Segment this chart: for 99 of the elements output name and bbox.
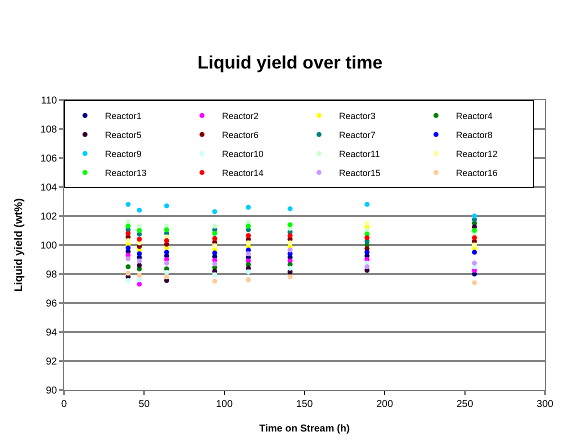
y-tick-label: 96 (46, 298, 58, 310)
point (288, 206, 293, 212)
legend-label: Reactor9 (105, 149, 142, 160)
y-tick-label: 108 (40, 124, 58, 136)
y-tick-label: 90 (46, 386, 58, 396)
x-tick-label: 200 (376, 399, 394, 410)
x-tick-label: 50 (138, 399, 150, 410)
point (136, 277, 142, 282)
point (136, 262, 142, 268)
point (288, 240, 293, 246)
point (364, 235, 370, 240)
point (472, 280, 477, 286)
point (288, 233, 293, 238)
point (136, 251, 142, 256)
point (126, 224, 131, 229)
legend-label: Reactor5 (105, 130, 142, 140)
point (136, 236, 142, 242)
legend-label: Reactor4 (456, 111, 493, 122)
x-tick-label: 300 (536, 399, 554, 410)
chart-title: Liquid yield over time (197, 52, 383, 73)
legend-label: Reactor10 (222, 149, 264, 160)
point (212, 236, 218, 241)
x-tick-label: 250 (456, 399, 474, 410)
x-tick-label: 100 (216, 399, 234, 410)
point (164, 203, 170, 208)
legend-label: Reactor3 (339, 111, 376, 122)
point (136, 272, 142, 278)
legend-label: Reactor11 (339, 149, 380, 160)
point (126, 256, 131, 262)
legend-label: Reactor13 (105, 168, 147, 178)
point (164, 238, 170, 244)
legend-label: Reactor7 (339, 130, 376, 140)
point (164, 250, 170, 255)
point (364, 202, 370, 207)
x-tick-label: 150 (296, 399, 314, 410)
point (126, 245, 131, 250)
point (212, 230, 218, 236)
point (246, 277, 251, 282)
point (288, 274, 293, 280)
y-tick-label: 102 (40, 212, 58, 222)
point (246, 240, 251, 246)
point (126, 230, 131, 236)
y-tick-label: 92 (46, 356, 58, 368)
point (288, 266, 293, 271)
legend-label: Reactor8 (456, 130, 493, 140)
point (126, 219, 131, 224)
point (126, 278, 131, 284)
y-tick-label: 110 (41, 96, 58, 106)
point (212, 278, 218, 284)
y-tick-label: 94 (46, 328, 58, 338)
point (246, 233, 251, 238)
point (364, 250, 370, 255)
point (126, 202, 131, 207)
legend-label: Reactor12 (456, 149, 498, 160)
point (212, 224, 218, 229)
point (126, 238, 131, 244)
point (472, 250, 477, 255)
y-tick-label: 106 (40, 154, 58, 164)
point (212, 250, 218, 256)
point (364, 220, 370, 226)
point (136, 258, 142, 264)
point (288, 222, 293, 228)
legend-label: Reactor14 (222, 168, 264, 178)
point (472, 228, 477, 233)
point (136, 224, 142, 229)
y-tick-label: 100 (40, 240, 58, 252)
legend-label: Reactor16 (456, 168, 498, 178)
point (472, 235, 477, 240)
point (164, 227, 170, 232)
point (164, 274, 170, 280)
point (246, 224, 251, 229)
legend-label: Reactor6 (222, 130, 259, 140)
legend-label: Reactor1 (105, 111, 142, 122)
point (246, 251, 251, 256)
point (212, 243, 218, 248)
y-tick-label: 98 (46, 270, 58, 280)
point (472, 260, 477, 266)
point (212, 261, 218, 266)
point (126, 264, 131, 270)
point (136, 228, 142, 233)
point (246, 204, 251, 210)
point (164, 260, 170, 266)
point (212, 209, 218, 214)
point (126, 270, 131, 276)
point (212, 272, 218, 278)
point (136, 282, 142, 287)
point (364, 264, 370, 270)
x-tick-label: 0 (61, 399, 68, 410)
point (136, 208, 142, 213)
y-axis-title: Liquid yield (wt%) (12, 198, 25, 292)
legend-label: Reactor2 (222, 111, 259, 122)
legend-label: Reactor15 (339, 168, 381, 178)
point (164, 270, 170, 276)
point (288, 248, 293, 253)
point (472, 242, 477, 248)
point (472, 214, 477, 218)
point (246, 269, 251, 274)
x-axis-title: Time on Stream (h) (259, 424, 350, 434)
y-tick-label: 104 (40, 182, 58, 194)
